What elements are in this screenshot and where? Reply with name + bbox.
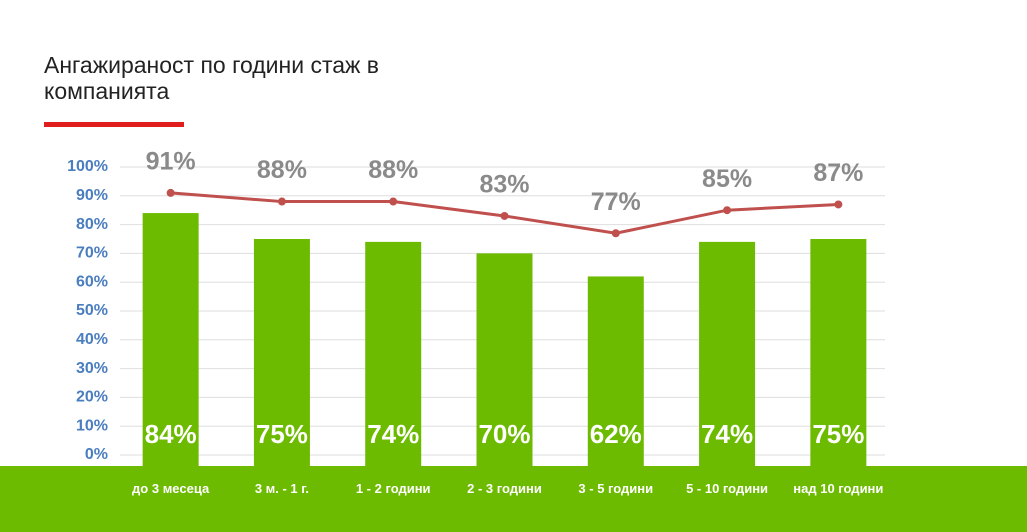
line-label: 77% [591, 188, 641, 216]
bar [810, 239, 867, 466]
title-underline [44, 122, 184, 127]
y-tick-label: 80% [76, 216, 108, 233]
y-tick-label: 20% [76, 389, 108, 406]
bar-label: 62% [590, 419, 642, 449]
line-label: 91% [146, 148, 196, 176]
y-tick-label: 60% [76, 273, 108, 290]
y-tick-label: 90% [76, 187, 108, 204]
bar [142, 213, 199, 466]
line-label: 88% [257, 156, 307, 184]
bar [253, 239, 310, 466]
y-tick-label: 40% [76, 331, 108, 348]
bar-label: 75% [812, 419, 864, 449]
footer-band [0, 466, 1027, 532]
y-tick-label: 50% [76, 302, 108, 319]
x-tick-label: 2 - 3 години [467, 481, 542, 496]
bar [699, 241, 756, 466]
bar-label: 75% [256, 419, 308, 449]
x-tick-label: 5 - 10 години [686, 481, 769, 496]
bar [365, 241, 422, 466]
line-label: 83% [479, 171, 529, 199]
x-tick-label: над 10 години [793, 481, 884, 496]
y-tick-label: 10% [76, 417, 108, 434]
bar [587, 276, 644, 466]
y-tick-label: 100% [67, 158, 108, 175]
line-point [834, 200, 843, 209]
x-tick-label: до 3 месеца [132, 481, 210, 496]
line-label: 88% [368, 156, 418, 184]
x-tick-label: 3 - 5 години [578, 481, 654, 496]
line-label: 87% [813, 159, 863, 187]
y-tick-label: 0% [85, 446, 108, 463]
bar [476, 253, 533, 466]
y-tick-label: 70% [76, 245, 108, 262]
x-tick-label: 1 - 2 години [355, 481, 431, 496]
line-label: 85% [702, 165, 752, 193]
line-point [723, 206, 732, 215]
line-point [166, 188, 175, 197]
bar-label: 74% [701, 419, 753, 449]
bar-label: 70% [478, 419, 530, 449]
y-tick-label: 30% [76, 360, 108, 377]
line-point [500, 211, 509, 220]
bar-label: 84% [145, 419, 197, 449]
bar-label: 74% [367, 419, 419, 449]
chart-title: Ангажираност по години стаж в компанията [44, 52, 380, 104]
line-point [389, 197, 398, 206]
line-point [277, 197, 286, 206]
x-tick-label: 3 м. - 1 г. [254, 481, 310, 496]
line-point [611, 229, 620, 238]
